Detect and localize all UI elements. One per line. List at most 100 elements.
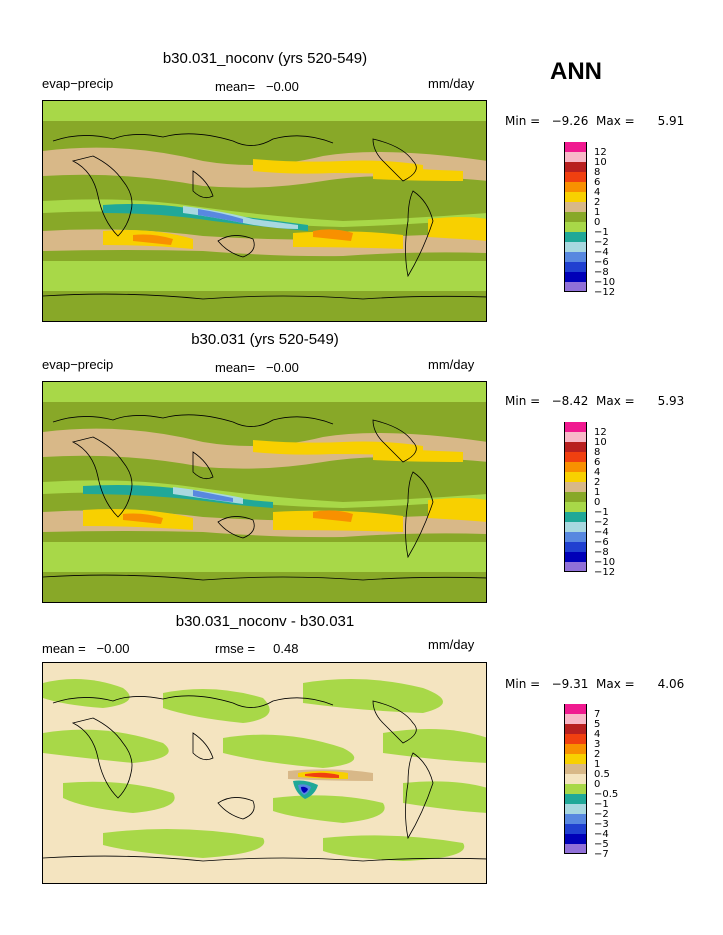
colorbar-swatch	[564, 232, 587, 242]
colorbar-swatch	[564, 714, 587, 724]
colorbar-swatch	[564, 222, 587, 232]
colorbar-label: 8	[594, 167, 601, 178]
colorbar-label: 0.5	[594, 769, 610, 780]
colorbar-label: 4	[594, 467, 601, 478]
colorbar-swatch	[564, 152, 587, 162]
panel-1-min-max: Min = −9.26 Max = 5.91	[505, 114, 685, 128]
colorbar-swatch	[564, 552, 587, 562]
colorbar-swatch	[564, 462, 587, 472]
panel-2-variable-label: evap−precip	[42, 357, 114, 372]
colorbar-label: 10	[594, 437, 607, 448]
colorbar-label: 1	[594, 487, 601, 498]
colorbar-swatch	[564, 432, 587, 442]
colorbar-label: 8	[594, 447, 601, 458]
colorbar-swatch	[564, 844, 587, 854]
panel-3-min-max: Min = −9.31 Max = 4.06	[505, 677, 685, 691]
colorbar-swatch	[564, 172, 587, 182]
colorbar-label: 0	[594, 217, 601, 228]
colorbar-swatch	[564, 202, 587, 212]
colorbar-label: 4	[594, 187, 601, 198]
colorbar-swatch	[564, 764, 587, 774]
colorbar-label: 2	[594, 749, 601, 760]
colorbar-swatch	[564, 452, 587, 462]
colorbar-swatch	[564, 562, 587, 572]
panel-3-rmse-label: rmse = 0.48	[215, 641, 299, 656]
colorbar-label: −6	[594, 537, 609, 548]
colorbar-label: −8	[594, 547, 609, 558]
colorbar-swatch	[564, 522, 587, 532]
colorbar-label: −6	[594, 257, 609, 268]
panel-1-variable-label: evap−precip	[42, 76, 114, 91]
colorbar-swatch	[564, 834, 587, 844]
colorbar-label: 5	[594, 719, 601, 730]
colorbar-label: −1	[594, 799, 609, 810]
colorbar-swatch	[564, 262, 587, 272]
panel-2-mean-label: mean= −0.00	[215, 360, 299, 375]
colorbar-swatch	[564, 542, 587, 552]
colorbar-label: −10	[594, 557, 616, 568]
panel-2-map	[42, 381, 487, 603]
colorbar-swatch	[564, 492, 587, 502]
colorbar-swatch	[564, 422, 587, 432]
panel-2-title: b30.031 (yrs 520-549)	[191, 331, 339, 348]
colorbar-swatch	[564, 744, 587, 754]
colorbar-swatch	[564, 282, 587, 292]
colorbar-label: 10	[594, 157, 607, 168]
colorbar-swatch	[564, 442, 587, 452]
colorbar-swatch	[564, 704, 587, 714]
colorbar-label: −10	[594, 277, 616, 288]
colorbar-label: −2	[594, 237, 609, 248]
panel-3-map	[42, 662, 487, 884]
colorbar-swatch	[564, 142, 587, 152]
colorbar-swatch	[564, 784, 587, 794]
colorbar-swatch	[564, 252, 587, 262]
colorbar-swatch	[564, 532, 587, 542]
colorbar-label: −3	[594, 819, 609, 830]
season-label: ANN	[550, 58, 602, 85]
colorbar-label: −1	[594, 507, 609, 518]
colorbar-label: 0	[594, 497, 601, 508]
colorbar-label: −4	[594, 527, 609, 538]
colorbar-label: 2	[594, 197, 601, 208]
colorbar-swatch	[564, 794, 587, 804]
colorbar-label: −12	[594, 287, 616, 298]
colorbar-swatch	[564, 724, 587, 734]
colorbar-label: −0.5	[594, 789, 619, 800]
colorbar-label: 12	[594, 427, 607, 438]
colorbar-swatch	[564, 192, 587, 202]
colorbar-swatch	[564, 512, 587, 522]
panel-3-units-label: mm/day	[428, 637, 475, 652]
colorbar-label: −12	[594, 567, 616, 578]
colorbar-swatch	[564, 212, 587, 222]
colorbar-label: 4	[594, 729, 601, 740]
colorbar-swatch	[564, 242, 587, 252]
colorbar-label: 12	[594, 147, 607, 158]
colorbar-label: 1	[594, 207, 601, 218]
colorbar-swatch	[564, 162, 587, 172]
colorbar-label: −7	[594, 849, 609, 860]
colorbar-label: −2	[594, 517, 609, 528]
colorbar-label: 1	[594, 759, 601, 770]
colorbar-swatch	[564, 814, 587, 824]
colorbar-swatch	[564, 804, 587, 814]
colorbar-swatch	[564, 502, 587, 512]
colorbar-label: 7	[594, 709, 601, 720]
colorbar-swatch	[564, 472, 587, 482]
colorbar-label: −2	[594, 809, 609, 820]
panel-1-units-label: mm/day	[428, 76, 475, 91]
colorbar-label: 6	[594, 177, 601, 188]
colorbar-label: 6	[594, 457, 601, 468]
colorbar-label: 0	[594, 779, 601, 790]
colorbar-swatch	[564, 824, 587, 834]
colorbar-label: 3	[594, 739, 601, 750]
colorbar-swatch	[564, 774, 587, 784]
colorbar-swatch	[564, 182, 587, 192]
colorbar-swatch	[564, 734, 587, 744]
colorbar-label: −1	[594, 227, 609, 238]
panel-1-mean-label: mean= −0.00	[215, 79, 299, 94]
colorbar-label: 2	[594, 477, 601, 488]
colorbar-label: −5	[594, 839, 609, 850]
panel-1-title: b30.031_noconv (yrs 520-549)	[162, 50, 368, 67]
colorbar-label: −4	[594, 829, 609, 840]
colorbar-swatch	[564, 482, 587, 492]
